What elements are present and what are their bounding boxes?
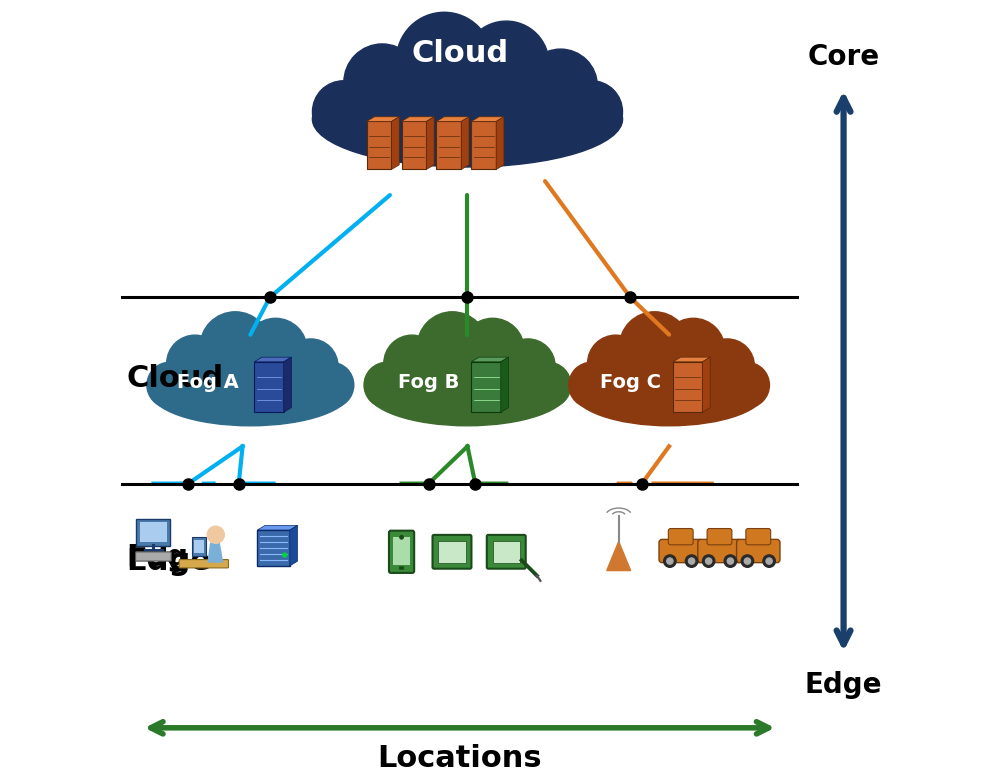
- Polygon shape: [437, 117, 469, 121]
- Polygon shape: [427, 117, 434, 169]
- Circle shape: [724, 362, 770, 408]
- FancyBboxPatch shape: [367, 121, 392, 169]
- Circle shape: [706, 558, 712, 564]
- Circle shape: [166, 335, 223, 391]
- FancyBboxPatch shape: [493, 540, 519, 563]
- Circle shape: [500, 339, 555, 393]
- Circle shape: [763, 555, 776, 567]
- Circle shape: [525, 362, 571, 408]
- Text: Locations: Locations: [378, 744, 542, 773]
- Circle shape: [568, 362, 614, 408]
- Circle shape: [523, 49, 597, 123]
- Circle shape: [397, 12, 493, 108]
- Circle shape: [282, 553, 287, 557]
- FancyBboxPatch shape: [191, 537, 205, 556]
- Circle shape: [364, 362, 410, 408]
- Polygon shape: [703, 357, 710, 412]
- Polygon shape: [472, 117, 503, 121]
- Polygon shape: [500, 357, 508, 412]
- FancyBboxPatch shape: [737, 540, 780, 562]
- Polygon shape: [208, 544, 222, 562]
- Circle shape: [560, 80, 622, 143]
- FancyBboxPatch shape: [136, 552, 171, 561]
- Circle shape: [384, 335, 441, 391]
- FancyBboxPatch shape: [399, 566, 404, 569]
- FancyBboxPatch shape: [437, 121, 462, 169]
- Circle shape: [724, 555, 737, 567]
- Polygon shape: [402, 117, 434, 121]
- Circle shape: [700, 339, 755, 393]
- Circle shape: [308, 362, 354, 408]
- Circle shape: [400, 536, 403, 539]
- FancyBboxPatch shape: [698, 540, 741, 562]
- FancyBboxPatch shape: [433, 535, 472, 569]
- Polygon shape: [462, 117, 469, 169]
- Circle shape: [462, 319, 524, 381]
- Ellipse shape: [150, 355, 351, 426]
- Circle shape: [741, 555, 754, 567]
- Polygon shape: [284, 357, 291, 412]
- Circle shape: [200, 312, 270, 383]
- FancyBboxPatch shape: [394, 537, 410, 565]
- Ellipse shape: [572, 355, 766, 426]
- Polygon shape: [607, 541, 631, 571]
- FancyBboxPatch shape: [140, 522, 167, 543]
- Text: Fog B: Fog B: [398, 373, 460, 392]
- Text: Fog C: Fog C: [600, 373, 661, 392]
- FancyBboxPatch shape: [254, 362, 284, 412]
- Ellipse shape: [312, 71, 622, 167]
- FancyBboxPatch shape: [193, 540, 203, 554]
- Circle shape: [689, 558, 695, 564]
- Text: Edge: Edge: [127, 547, 211, 576]
- Circle shape: [664, 555, 676, 567]
- Circle shape: [667, 558, 673, 564]
- Circle shape: [464, 21, 549, 106]
- Text: Cloud: Cloud: [411, 39, 508, 68]
- Text: Cloud: Cloud: [127, 365, 223, 394]
- Polygon shape: [472, 357, 508, 362]
- FancyBboxPatch shape: [257, 530, 290, 565]
- Circle shape: [207, 526, 224, 544]
- Circle shape: [244, 319, 307, 381]
- Polygon shape: [392, 117, 399, 169]
- FancyBboxPatch shape: [179, 559, 228, 568]
- FancyBboxPatch shape: [707, 529, 732, 545]
- Text: Core: Core: [808, 43, 879, 71]
- Polygon shape: [257, 526, 297, 530]
- FancyBboxPatch shape: [402, 121, 427, 169]
- Circle shape: [685, 555, 698, 567]
- FancyBboxPatch shape: [389, 530, 414, 573]
- FancyBboxPatch shape: [673, 362, 703, 412]
- Polygon shape: [290, 526, 297, 565]
- Text: Edge: Edge: [805, 671, 882, 699]
- FancyBboxPatch shape: [668, 529, 693, 545]
- Circle shape: [703, 555, 715, 567]
- Circle shape: [147, 362, 192, 408]
- FancyBboxPatch shape: [746, 529, 771, 545]
- Polygon shape: [497, 117, 503, 169]
- Circle shape: [284, 339, 338, 393]
- Text: Fog A: Fog A: [176, 373, 238, 392]
- Text: Fog: Fog: [127, 543, 188, 572]
- Circle shape: [745, 558, 751, 564]
- Polygon shape: [254, 357, 291, 362]
- FancyBboxPatch shape: [137, 519, 170, 546]
- Circle shape: [344, 44, 421, 120]
- Ellipse shape: [367, 355, 568, 426]
- FancyBboxPatch shape: [487, 535, 525, 569]
- Circle shape: [766, 558, 773, 564]
- Polygon shape: [367, 117, 399, 121]
- Circle shape: [662, 319, 725, 381]
- FancyBboxPatch shape: [439, 540, 466, 563]
- Circle shape: [312, 80, 374, 143]
- Circle shape: [587, 335, 644, 391]
- Polygon shape: [673, 357, 710, 362]
- FancyBboxPatch shape: [472, 121, 497, 169]
- Circle shape: [619, 312, 690, 383]
- Circle shape: [727, 558, 734, 564]
- Circle shape: [417, 312, 488, 383]
- FancyBboxPatch shape: [659, 540, 703, 562]
- FancyBboxPatch shape: [472, 362, 500, 412]
